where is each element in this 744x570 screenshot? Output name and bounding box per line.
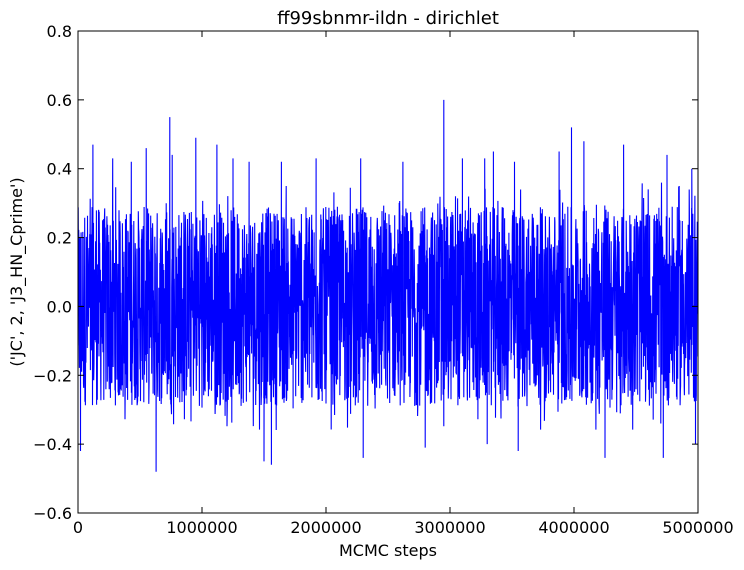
plot-frame: [77, 30, 699, 514]
y-tick-label: 0.8: [47, 22, 72, 41]
y-tick-label: −0.6: [33, 504, 72, 523]
y-axis-label: ('JC', 2, 'J3_HN_Cprime'): [7, 177, 27, 366]
x-tick-label: 3000000: [414, 518, 485, 537]
y-tick-label: 0.0: [47, 297, 72, 316]
x-axis-label: MCMC steps: [339, 541, 437, 560]
y-tick-label: 0.4: [47, 160, 72, 179]
series-trace-line: [78, 99, 698, 472]
x-axis: 0 1000000 2000000 3000000 4000000 5000000: [73, 31, 734, 537]
y-tick-label: −0.4: [33, 435, 72, 454]
x-tick-label: 4000000: [538, 518, 609, 537]
x-tick-label: 5000000: [662, 518, 733, 537]
x-tick-label: 0: [73, 518, 83, 537]
y-axis: −0.6 −0.4 −0.2 0.0 0.2 0.4 0.6 0.8: [33, 22, 698, 523]
x-tick-label: 2000000: [290, 518, 361, 537]
x-tick-label: 1000000: [166, 518, 237, 537]
y-tick-label: 0.2: [47, 229, 72, 248]
y-tick-label: −0.2: [33, 366, 72, 385]
y-tick-label: 0.6: [47, 91, 72, 110]
chart-title: ff99sbnmr-ildn - dirichlet: [277, 8, 499, 29]
